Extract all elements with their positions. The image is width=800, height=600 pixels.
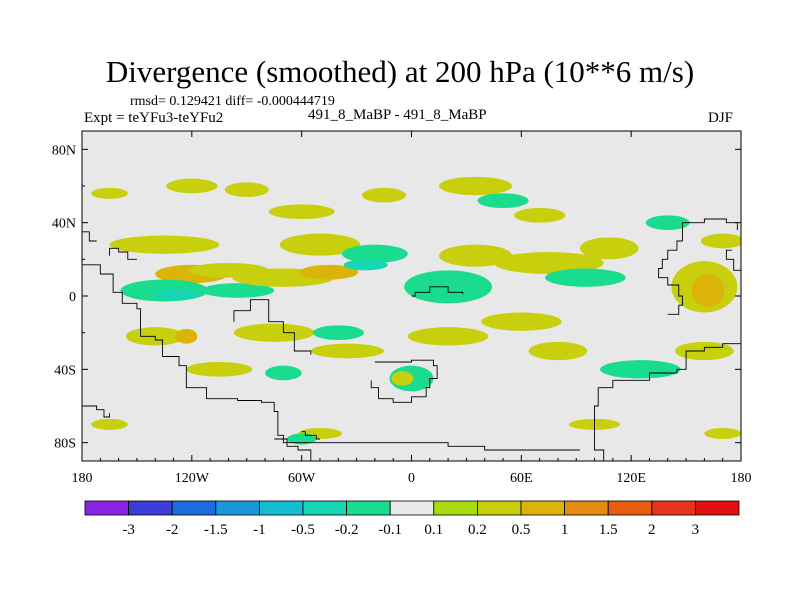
axis-ticks: 180 120W 60W 0 60E 120E 180 80N 40N 0 40S 80S [52,131,752,486]
colorbar-swatch-0 [84,500,129,516]
colorbar-swatch-8 [433,500,478,516]
field-blob-39 [528,341,588,361]
field-blob-34 [265,365,302,381]
continent-outline-3 [301,431,320,440]
field-blob-12 [438,244,513,267]
field-blob-10 [343,259,388,271]
field-blob-4 [155,288,200,300]
colorbar-label-4: -0.5 [291,522,315,538]
colorbar-label-8: 0.2 [468,522,487,538]
colorbar-swatch-11 [564,500,609,516]
field-blob-0 [109,235,220,254]
colorbar-swatch-6 [346,500,391,516]
colorbar-swatch-12 [607,500,653,516]
field-blob-26 [514,208,566,223]
colorbar-label-11: 1.5 [599,522,618,538]
colorbar-swatch-2 [171,500,217,516]
field-blob-5 [200,283,275,298]
field-blob-14 [545,268,626,287]
colorbar-swatch-9 [476,500,522,516]
field-blob-32 [312,325,364,340]
divergence-field [91,176,741,445]
y-tick-label-2: 0 [69,290,76,305]
x-tick-label-0: 180 [72,471,93,486]
field-blob-40 [600,360,681,379]
colorbar-label-5: -0.2 [335,522,359,538]
field-blob-24 [438,176,513,196]
colorbar-swatch-14 [695,500,740,516]
field-blob-44 [287,433,317,445]
colorbar-swatch-4 [258,500,304,516]
field-blob-21 [224,182,269,198]
colorbar: -3 -2 -1.5 -1 -0.5 -0.2 -0.1 0.1 0.2 0.5 1 1.5 2 3 [84,500,740,538]
colorbar-label-12: 2 [648,522,656,538]
field-blob-30 [186,362,253,377]
field-blob-13 [493,252,604,274]
colorbar-label-3: -1 [253,522,266,538]
continent-outline-1 [82,405,110,418]
continent-outline-11 [725,249,741,278]
runs-label: 491_8_MaBP - 491_8_MaBP [308,107,487,123]
colorbar-swatch-10 [520,500,565,516]
colorbar-label-7: 0.1 [424,522,443,538]
field-blob-37 [407,327,489,346]
field-blob-22 [268,204,335,220]
field-blob-15 [579,237,639,260]
field-blob-38 [481,312,562,331]
x-tick-label-2: 60W [288,471,316,486]
colorbar-label-2: -1.5 [204,522,228,538]
season-label: DJF [708,110,734,126]
field-blob-46 [704,428,741,439]
y-tick-label-3: 40S [54,363,76,378]
continent-outline-0 [82,264,312,461]
y-tick-label-1: 40N [52,217,76,232]
field-blob-23 [362,187,407,203]
y-tick-label-4: 80S [54,437,76,452]
continent-outline-6 [274,438,580,451]
colorbar-swatch-13 [651,500,696,516]
x-tick-label-4: 60E [510,471,533,486]
colorbar-label-1: -2 [166,522,179,538]
colorbar-swatch-5 [302,500,347,516]
colorbar-swatch-7 [389,500,435,516]
x-tick-label-5: 120E [616,471,646,486]
continent-outline-10 [82,231,97,242]
x-tick-label-3: 0 [408,471,415,486]
continent-outlines [82,218,741,461]
continent-outline-4 [411,286,464,297]
field-blob-8 [299,264,359,280]
field-blob-20 [166,178,218,194]
field-blob-27 [645,215,690,231]
field-blob-18 [700,233,741,249]
continent-outline-9 [109,247,137,260]
colorbar-swatch-1 [128,500,173,516]
field-blob-25 [477,193,529,209]
colorbar-label-6: -0.1 [378,522,402,538]
colorbar-label-0: -3 [122,522,135,538]
field-blob-9 [341,244,408,263]
chart-title: Divergence (smoothed) at 200 hPa (10**6 … [105,54,695,89]
field-blob-7 [279,233,361,256]
y-tick-label-0: 80N [52,143,76,158]
continent-outline-5 [370,359,438,403]
field-blob-19 [91,187,128,199]
experiment-label: Expt = teYFu3-teYFu2 [84,110,224,126]
field-blob-29 [175,329,198,344]
colorbar-swatch-3 [215,500,260,516]
continent-outline-8 [658,218,738,315]
x-tick-label-1: 120W [175,471,210,486]
stats-label: rmsd= 0.129421 diff= -0.000444719 [130,94,335,109]
x-tick-label-6: 180 [731,471,752,486]
colorbar-label-9: 0.5 [512,522,531,538]
continent-outline-2 [233,299,312,355]
field-blob-17 [691,274,725,307]
field-blob-31 [233,323,315,342]
field-blob-33 [310,343,385,359]
colorbar-label-10: 1 [561,522,569,538]
colorbar-label-13: 3 [692,522,700,538]
continent-outline-7 [594,336,741,461]
field-blob-36 [391,371,414,386]
field-blob-42 [91,418,128,430]
